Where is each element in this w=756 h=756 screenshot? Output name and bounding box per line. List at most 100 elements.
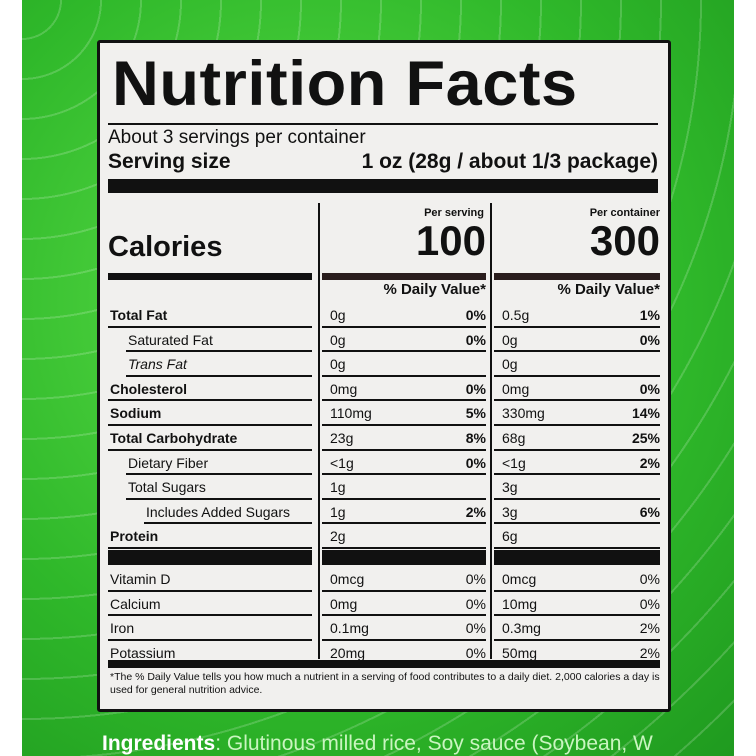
dv-per-container: 2% bbox=[639, 620, 660, 637]
divider bbox=[494, 273, 660, 280]
row-divider bbox=[494, 448, 660, 451]
dv-per-container: 14% bbox=[631, 405, 660, 422]
dv-per-container: 2% bbox=[639, 454, 660, 471]
nutrient-name: Saturated Fat bbox=[128, 331, 213, 348]
amount-per-serving: 0mcg bbox=[330, 571, 365, 587]
row-divider bbox=[322, 423, 486, 426]
dv-per-container: 0% bbox=[639, 380, 660, 397]
amount-per-container: 0g bbox=[502, 356, 518, 373]
serving-size: Serving size 1 oz (28g / about 1/3 packa… bbox=[108, 149, 658, 175]
row-divider bbox=[494, 546, 660, 549]
per-container-label: Per container bbox=[589, 207, 660, 219]
row-divider bbox=[322, 448, 486, 451]
dv-per-serving: 5% bbox=[465, 405, 486, 422]
row-divider bbox=[322, 350, 486, 353]
row-divider bbox=[108, 423, 312, 426]
dv-per-container: 6% bbox=[639, 503, 660, 520]
nutrient-name: Calcium bbox=[110, 595, 161, 612]
dv-per-container: 2% bbox=[639, 644, 660, 661]
row-divider bbox=[144, 522, 312, 525]
row-divider bbox=[108, 399, 312, 402]
amount-per-serving: <1g bbox=[330, 454, 354, 471]
serving-size-value: 1 oz (28g / about 1/3 package) bbox=[361, 150, 658, 173]
amount-per-serving: 0mg bbox=[330, 595, 358, 612]
nutrient-name: Potassium bbox=[110, 644, 176, 661]
row-divider bbox=[322, 497, 486, 500]
nutrient-name: Total Sugars bbox=[128, 479, 206, 496]
divider bbox=[108, 273, 312, 280]
row-divider bbox=[494, 638, 660, 641]
calories-per-container: 300 bbox=[589, 217, 660, 264]
nutrient-row: Cholesterol 0mg 0% 0mg 0% bbox=[108, 377, 660, 402]
amount-per-container: 0.3mg bbox=[502, 620, 541, 637]
amount-per-container: 0mg bbox=[502, 380, 530, 397]
column-divider bbox=[490, 203, 492, 659]
nutrient-name: Includes Added Sugars bbox=[146, 503, 290, 520]
amount-per-container: 3g bbox=[502, 479, 518, 496]
amount-per-container: 330mg bbox=[502, 405, 545, 422]
row-divider bbox=[322, 399, 486, 402]
dv-per-container: 0% bbox=[639, 595, 660, 612]
dv-per-serving: 8% bbox=[465, 430, 486, 446]
nutrient-row: Trans Fat 0g 0g bbox=[108, 352, 660, 377]
thick-divider bbox=[494, 550, 660, 565]
divider bbox=[108, 123, 658, 125]
amount-per-serving: 0g bbox=[330, 356, 346, 373]
amount-per-container: 50mg bbox=[502, 644, 538, 661]
dv-per-serving: 2% bbox=[465, 503, 486, 520]
nutrient-row: Dietary Fiber <1g 0% <1g 2% bbox=[108, 451, 660, 476]
dv-per-serving: 0% bbox=[465, 454, 486, 471]
ingredients-text: : Glutinous milled rice, Soy sauce (Soyb… bbox=[215, 732, 653, 755]
dv-per-serving: 0% bbox=[465, 620, 486, 637]
row-divider bbox=[494, 589, 660, 592]
amount-per-serving: 110mg bbox=[330, 405, 372, 422]
amount-per-container: 10mg bbox=[502, 595, 538, 612]
row-divider bbox=[126, 497, 312, 500]
nutrient-name: Dietary Fiber bbox=[128, 454, 209, 471]
divider bbox=[322, 273, 486, 280]
row-divider bbox=[322, 589, 486, 592]
nutrient-row: Saturated Fat 0g 0% 0g 0% bbox=[108, 328, 660, 353]
amount-per-serving: 20mg bbox=[330, 644, 366, 661]
row-divider bbox=[108, 638, 312, 641]
row-divider bbox=[322, 614, 486, 617]
amount-per-serving: 0g bbox=[330, 307, 346, 323]
amount-per-serving: 0g bbox=[330, 331, 346, 348]
amount-per-serving: 2g bbox=[330, 528, 346, 545]
amount-per-container: 0.5g bbox=[502, 307, 530, 323]
thick-divider bbox=[108, 550, 312, 565]
row-divider bbox=[322, 638, 486, 641]
row-divider bbox=[494, 350, 660, 353]
amount-per-serving: 1g bbox=[330, 479, 346, 496]
ingredients-label: Ingredients bbox=[102, 732, 216, 755]
calories-label: Calories bbox=[108, 231, 223, 263]
dv-per-container: 1% bbox=[639, 307, 660, 323]
ingredients: Ingredients: Glutinous milled rice, Soy … bbox=[102, 732, 653, 756]
daily-value-header-container: % Daily Value* bbox=[557, 281, 660, 298]
nutrient-name: Iron bbox=[110, 620, 135, 637]
nutrient-row: Iron 0.1mg 0% 0.3mg 2% bbox=[108, 616, 660, 641]
amount-per-container: <1g bbox=[502, 454, 526, 471]
dv-per-serving: 0% bbox=[465, 331, 486, 348]
nutrient-row: Total Fat 0g 0% 0.5g 1% bbox=[108, 303, 660, 328]
nutrient-name: Trans Fat bbox=[128, 356, 187, 373]
nutrient-name: Protein bbox=[110, 528, 159, 545]
nutrient-name: Total Fat bbox=[110, 307, 168, 323]
footnote: *The % Daily Value tells you how much a … bbox=[110, 671, 660, 696]
servings-per-container: About 3 servings per container bbox=[108, 127, 366, 148]
nutrient-name: Cholesterol bbox=[110, 380, 188, 397]
row-divider bbox=[494, 399, 660, 402]
row-divider bbox=[494, 325, 660, 328]
dv-per-serving: 0% bbox=[465, 571, 486, 587]
row-divider bbox=[494, 497, 660, 500]
row-divider bbox=[322, 473, 486, 476]
nutrient-row: Total Carbohydrate 23g 8% 68g 25% bbox=[108, 426, 660, 451]
row-divider bbox=[494, 374, 660, 377]
dv-per-serving: 0% bbox=[465, 644, 486, 661]
row-divider bbox=[108, 589, 312, 592]
serving-size-label: Serving size bbox=[108, 150, 231, 173]
amount-per-serving: 1g bbox=[330, 503, 346, 520]
row-divider bbox=[494, 522, 660, 525]
column-divider bbox=[318, 203, 320, 659]
label-title: Nutrition Facts bbox=[112, 49, 578, 119]
